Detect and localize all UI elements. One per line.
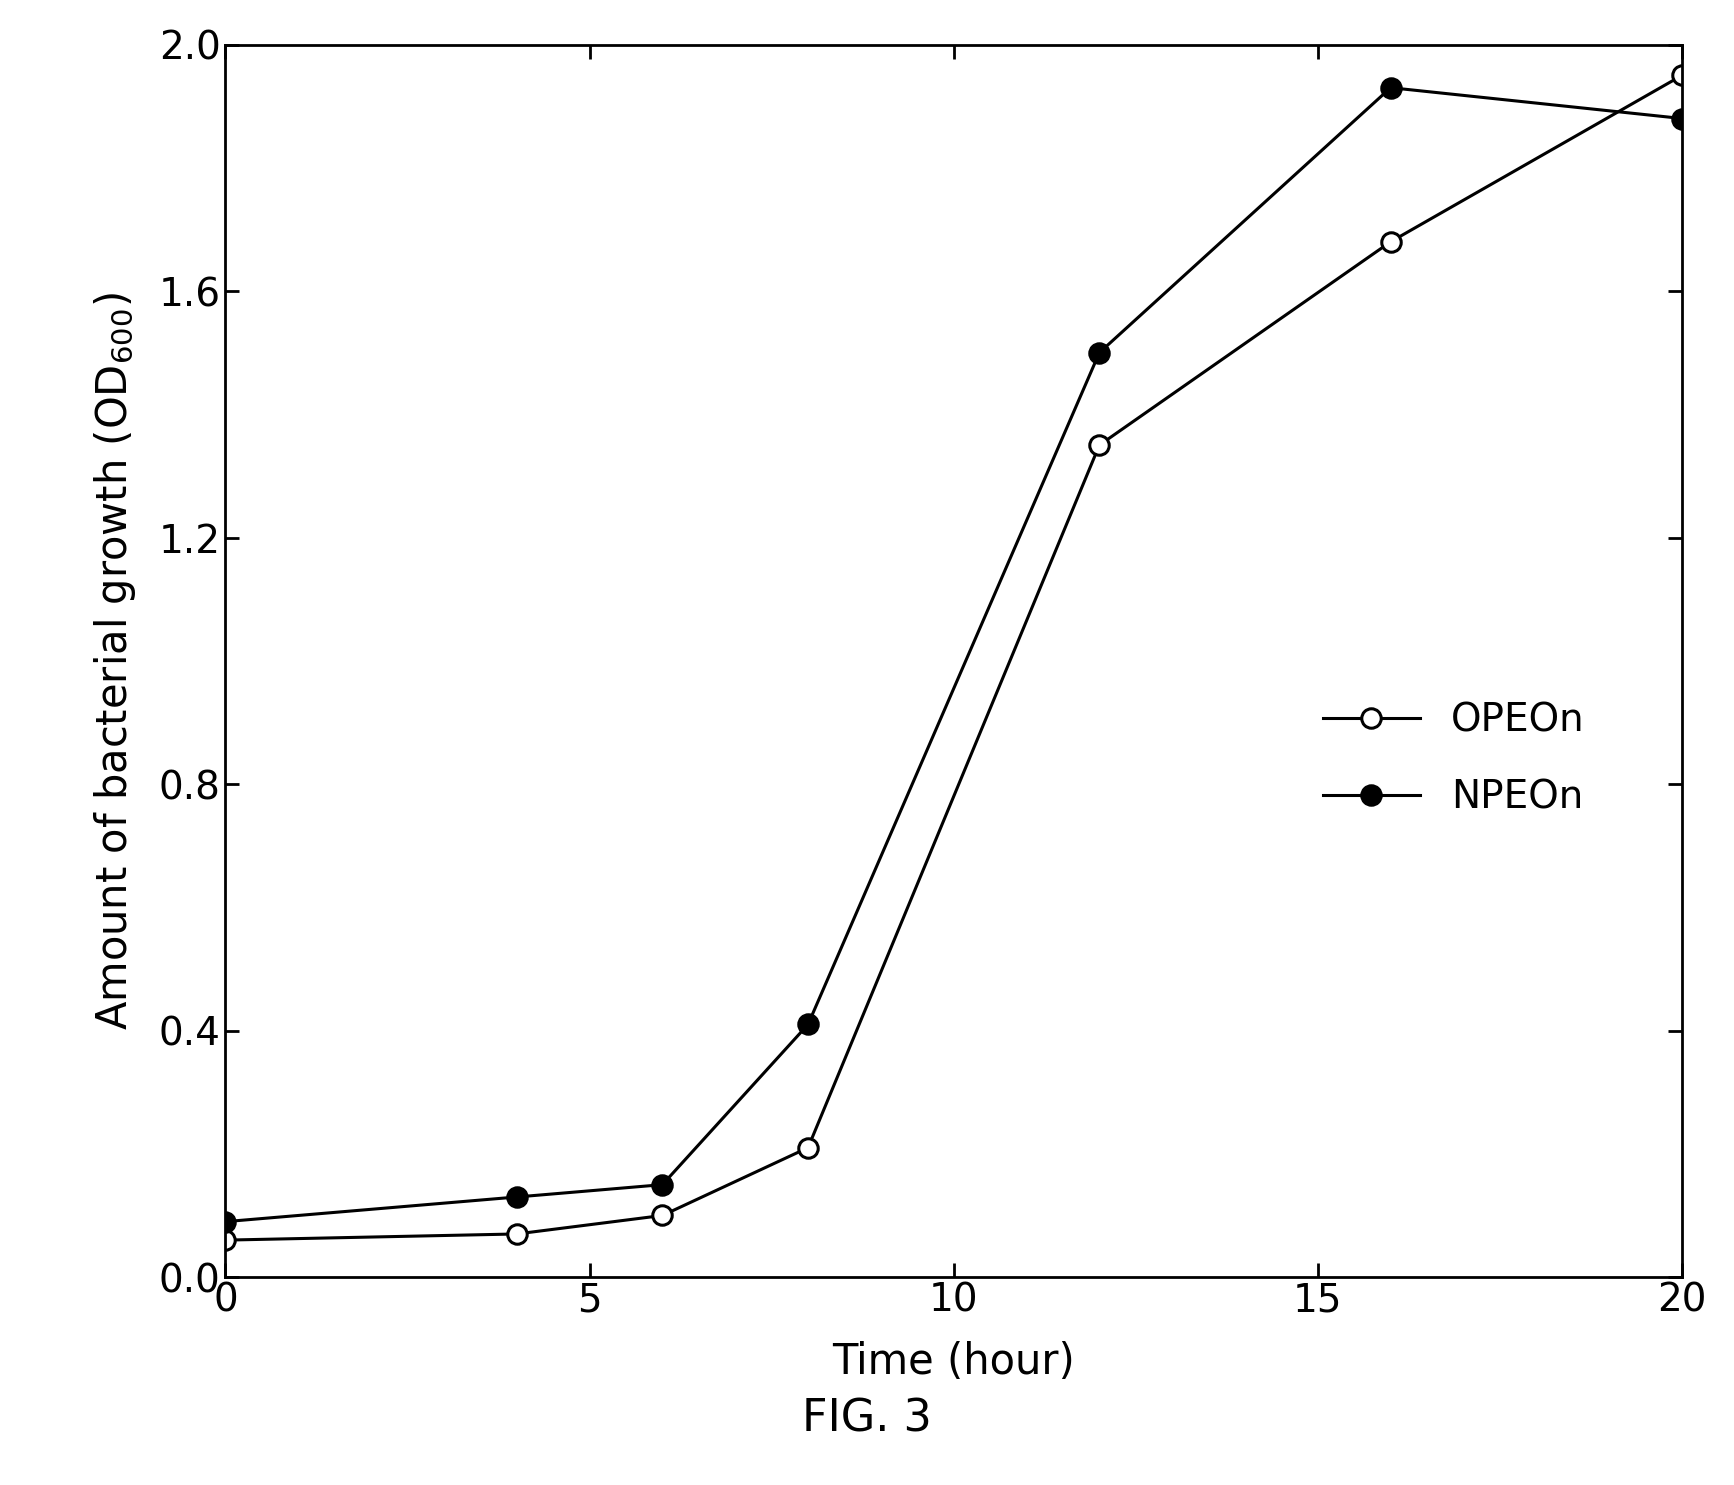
NPEOn xyxy=(798,1016,818,1034)
NPEOn xyxy=(506,1188,527,1206)
NPEOn xyxy=(1089,343,1110,361)
OPEOn xyxy=(1089,437,1110,454)
Text: FIG. 3: FIG. 3 xyxy=(803,1397,931,1440)
OPEOn xyxy=(506,1225,527,1243)
Legend: OPEOn, NPEOn: OPEOn, NPEOn xyxy=(1304,683,1604,836)
NPEOn xyxy=(215,1213,236,1231)
OPEOn xyxy=(215,1231,236,1249)
NPEOn xyxy=(1672,110,1692,128)
OPEOn xyxy=(798,1139,818,1157)
OPEOn xyxy=(652,1206,673,1224)
Line: OPEOn: OPEOn xyxy=(215,65,1692,1250)
Line: NPEOn: NPEOn xyxy=(215,79,1692,1231)
OPEOn xyxy=(1380,233,1401,251)
X-axis label: Time (hour): Time (hour) xyxy=(832,1341,1075,1383)
OPEOn xyxy=(1672,67,1692,85)
Y-axis label: Amount of bacterial growth (OD$_{600}$): Amount of bacterial growth (OD$_{600}$) xyxy=(92,293,137,1029)
NPEOn xyxy=(652,1176,673,1194)
NPEOn xyxy=(1380,79,1401,97)
